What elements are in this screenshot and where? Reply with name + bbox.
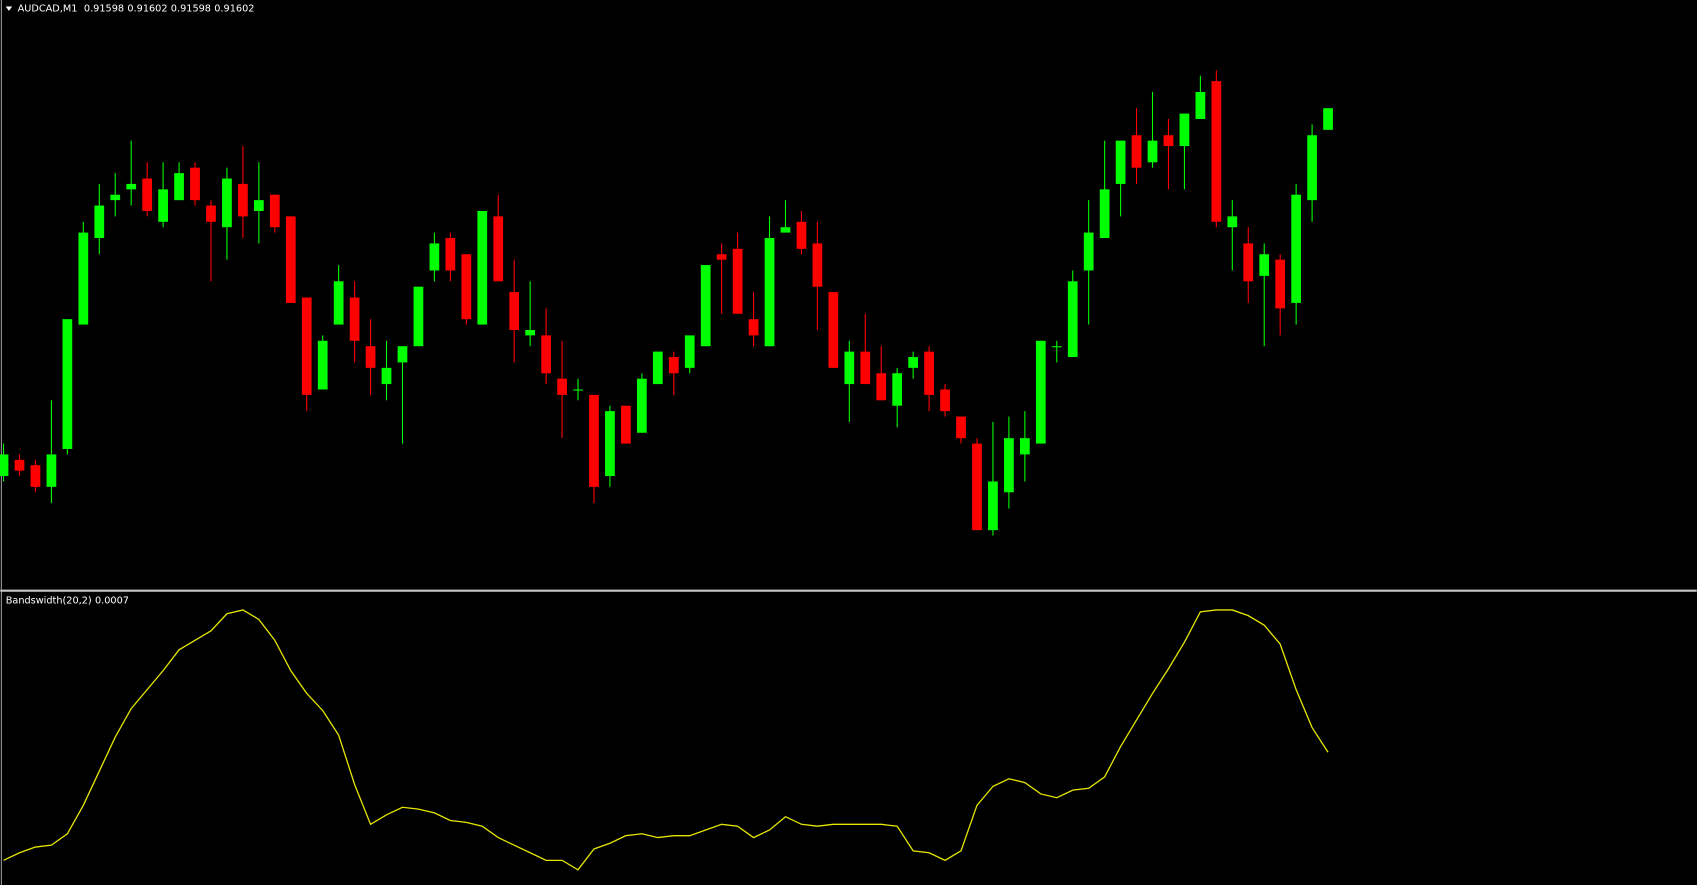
candle-body [190, 167, 200, 201]
candle-body [477, 210, 488, 325]
candle-body [1115, 140, 1126, 184]
candle-body [652, 351, 663, 385]
candle-body [429, 243, 440, 271]
candle-body [317, 340, 328, 390]
candle-body [1307, 135, 1317, 201]
candle-body [988, 481, 998, 531]
candle-body [1323, 108, 1333, 130]
quote-high: 0.91602 [127, 4, 167, 15]
candle-body [844, 351, 855, 385]
candle-body [238, 183, 248, 217]
candle-body [557, 378, 567, 395]
candle-body [1275, 259, 1286, 309]
candle-body [892, 373, 903, 406]
candle-body [876, 373, 887, 401]
candle-body [605, 411, 615, 477]
candle-body [636, 378, 647, 433]
candle-body [940, 389, 950, 412]
candle-body [1163, 135, 1174, 147]
candle-body [397, 346, 408, 363]
indicator-line [3, 609, 1329, 871]
candle-body [1051, 346, 1062, 348]
candle-body [1004, 438, 1014, 493]
candle-body [1179, 113, 1190, 147]
indicator-label: Bandswidth(20,2) [6, 595, 92, 606]
quote-close: 0.91602 [214, 4, 254, 15]
candle-body [222, 178, 232, 228]
candle-body [684, 335, 695, 368]
candle-body [174, 173, 184, 201]
candle-body [1243, 243, 1254, 282]
candle-body [956, 416, 966, 439]
candle-body [381, 367, 392, 385]
candle-body [621, 405, 631, 444]
candle-body [30, 465, 41, 487]
candle-body [1259, 254, 1270, 276]
candle-body [62, 319, 73, 449]
candle-body [493, 216, 504, 282]
candle-body [206, 205, 216, 222]
candle-body [812, 243, 823, 287]
candle-body [0, 454, 9, 477]
candle-body [716, 254, 727, 260]
candle-body [1035, 340, 1046, 444]
candle-body [1019, 438, 1030, 455]
candle-body [413, 286, 424, 347]
indicator-header: Bandswidth(20,2) 0.0007 [6, 595, 129, 606]
candle-body [541, 335, 551, 374]
candle-body [732, 248, 743, 314]
candle-body [1195, 91, 1206, 120]
candle-body [158, 189, 168, 222]
candle-body [589, 394, 599, 487]
candle-body [142, 178, 153, 211]
candle-body [349, 297, 360, 341]
candle-body [253, 200, 264, 211]
candle-body [700, 265, 711, 347]
candle-body [365, 346, 376, 368]
candle-body [668, 357, 679, 374]
candle-body [1227, 216, 1238, 228]
candle-body [461, 254, 472, 320]
candle-body [46, 454, 57, 487]
candle-body [1067, 281, 1078, 358]
candle-body [94, 205, 105, 239]
candle-body [285, 216, 296, 303]
quote-open: 0.91598 [84, 4, 124, 15]
candle-body [748, 319, 759, 336]
candle-body [908, 357, 919, 368]
candle-body [764, 238, 775, 347]
price-header: AUDCAD,M1 0.91598 0.91602 0.91598 0.91602 [18, 4, 255, 15]
candle-body [573, 389, 583, 391]
candle-body [445, 238, 456, 271]
candle-body [1131, 135, 1142, 168]
candle-body [828, 292, 839, 368]
candle-body [780, 227, 791, 233]
menu-triangle[interactable] [5, 6, 13, 11]
candle-body [972, 443, 982, 531]
candle-body [1083, 232, 1094, 271]
candle-body [78, 232, 89, 325]
symbol-label: AUDCAD,M1 [18, 4, 78, 15]
candle-body [924, 351, 934, 395]
candle-body [509, 292, 520, 330]
candle-body [1291, 194, 1302, 303]
candle-body [110, 194, 121, 201]
candle-body [14, 459, 25, 471]
candle-body [860, 351, 871, 385]
candle-body [525, 329, 536, 336]
candle-body [1099, 189, 1110, 239]
indicator-value: 0.0007 [95, 595, 129, 606]
candle-body [1211, 81, 1222, 222]
candle-body [333, 281, 344, 325]
candle-body [269, 194, 280, 228]
candle-body [301, 297, 312, 395]
candle-body [1147, 140, 1158, 163]
quote-low: 0.91598 [171, 4, 211, 15]
candle-body [796, 221, 807, 249]
candle-body [126, 183, 137, 190]
